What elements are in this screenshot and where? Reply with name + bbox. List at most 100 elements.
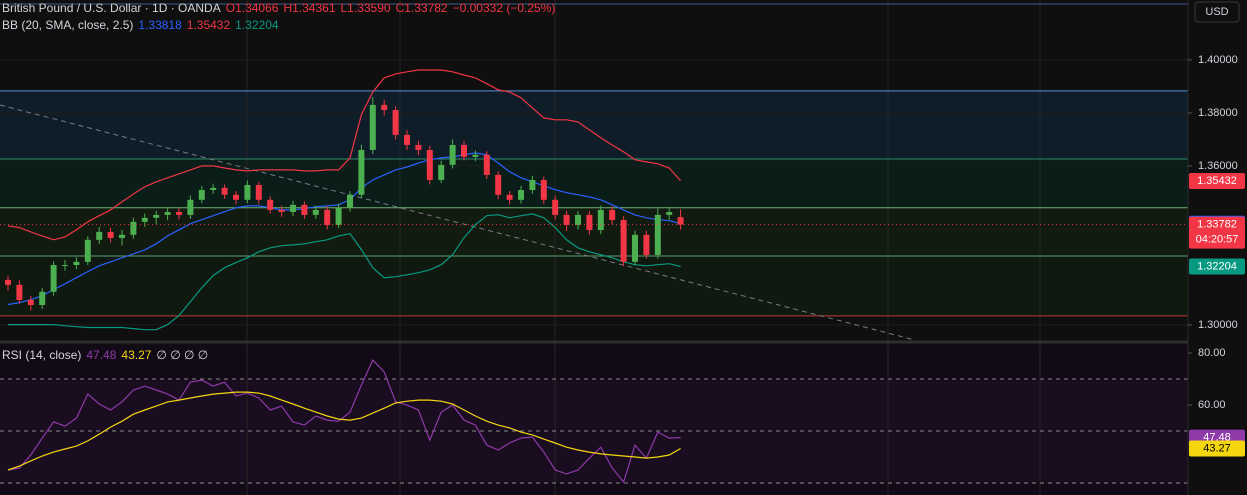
grid [0,0,1188,495]
candle-body [609,209,616,220]
badge-label: 1.33782 [1197,219,1237,231]
candle-body [278,209,285,213]
candle-body [96,231,103,240]
candle-body [483,154,490,175]
candle-body [347,194,353,208]
currency-button[interactable] [1194,1,1240,23]
backgrounds [0,90,1188,495]
badge-label: 43.27 [1203,442,1231,454]
candle-body [654,214,661,255]
ohlc-value: L1.33590 [340,1,391,15]
candle-body [586,214,593,231]
candle-body [198,190,205,200]
candle-body [677,217,684,225]
badge-label: 1.32204 [1197,260,1237,272]
indicator-value: 1.35432 [186,18,231,32]
candle-body [312,209,319,215]
candle-body [176,212,182,215]
candle-body [244,184,251,200]
candle-body [62,265,68,267]
candle-body [39,291,46,306]
level-zone [0,207,1188,256]
candle-body [141,217,148,222]
candle-body [301,204,308,215]
y-tick-label: 1.30000 [1198,319,1238,331]
change: −0.00332 (−0.25%) [452,1,556,15]
y-tick-label: 1.40000 [1198,54,1238,66]
candle-body [392,109,399,135]
candle-body [632,234,638,262]
candle-body [575,214,581,225]
candle-body [84,239,91,262]
levels [0,90,1188,484]
axis: USD 1.30000 1.36000 1.38000 1.40000 1.35432 1… [1188,1,1245,457]
candle-body [119,234,125,238]
candle-body [369,104,376,150]
level-zone [0,255,1188,316]
currency[interactable]: USD [1205,6,1228,18]
candle-body [73,261,80,266]
countdown: 04:20:57 [1196,234,1239,246]
candle-body [415,144,422,150]
candle-body [358,149,365,195]
y-tick-label: 1.38000 [1198,107,1238,119]
candle-body [518,190,524,200]
candle-body [233,194,239,200]
indicator-value: 47.48 [86,348,117,362]
indicator-extra: ∅ ∅ ∅ ∅ [156,348,209,362]
candle-body [495,174,502,195]
rsi-legend: RSI (14, close) 47.48 43.27 ∅ ∅ ∅ ∅ [2,348,208,362]
candle-body [529,179,536,191]
indicator-line [7,391,681,471]
badge-label: 47.48 [1203,432,1231,444]
ohlc-sep: O1.34066 [225,1,279,15]
candle-body [290,204,296,213]
symbol-title: British Pound / U.S. Dollar · 1D · OANDA [2,1,221,15]
candle-body [404,134,410,145]
candle-body [5,279,11,285]
price-badge [1189,440,1245,457]
price-badge [1189,216,1245,249]
indicator-value: 43.27 [121,348,152,362]
indicator-title: BB (20, SMA, close, 2.5) [2,18,134,32]
candle-body [461,144,467,157]
price-badge [1189,258,1245,275]
candle-body [130,221,137,235]
indicator-line [8,213,681,331]
candle-body [449,144,456,165]
candle-body [164,212,171,215]
candle-body [472,154,479,157]
candle-body [426,149,433,180]
candle-body [540,179,547,200]
candle-body [381,104,388,110]
candle-body [107,231,114,238]
indicator-value: 1.33818 [138,18,182,32]
y-tick-label: 60.00 [1198,399,1226,411]
price-badge [1189,172,1245,189]
candle-body [267,199,274,210]
bb-legend: BB (20, SMA, close, 2.5) 1.33818 1.35432 1… [2,18,279,32]
indicator-line [7,359,681,484]
indicator-value: 1.32204 [235,18,279,32]
candle-body [620,219,627,262]
indicator-line [7,152,681,306]
candle-body [666,212,673,215]
candle-body [438,164,445,180]
plots [0,69,1188,484]
candle-body [506,194,513,200]
candle-body [153,214,160,218]
candle-body [324,209,331,225]
candle-body [210,187,217,191]
candle-body [643,234,650,255]
ohlc-value: H1.34361 [283,1,336,15]
y-tick-label: 80.00 [1198,347,1226,359]
candle-body [27,299,34,306]
candle-body [187,199,194,215]
badge-label: 1.35432 [1197,175,1237,187]
candle-body [255,184,262,200]
candle-body [335,207,342,225]
candle-body [563,214,570,225]
candle-body [50,265,57,292]
